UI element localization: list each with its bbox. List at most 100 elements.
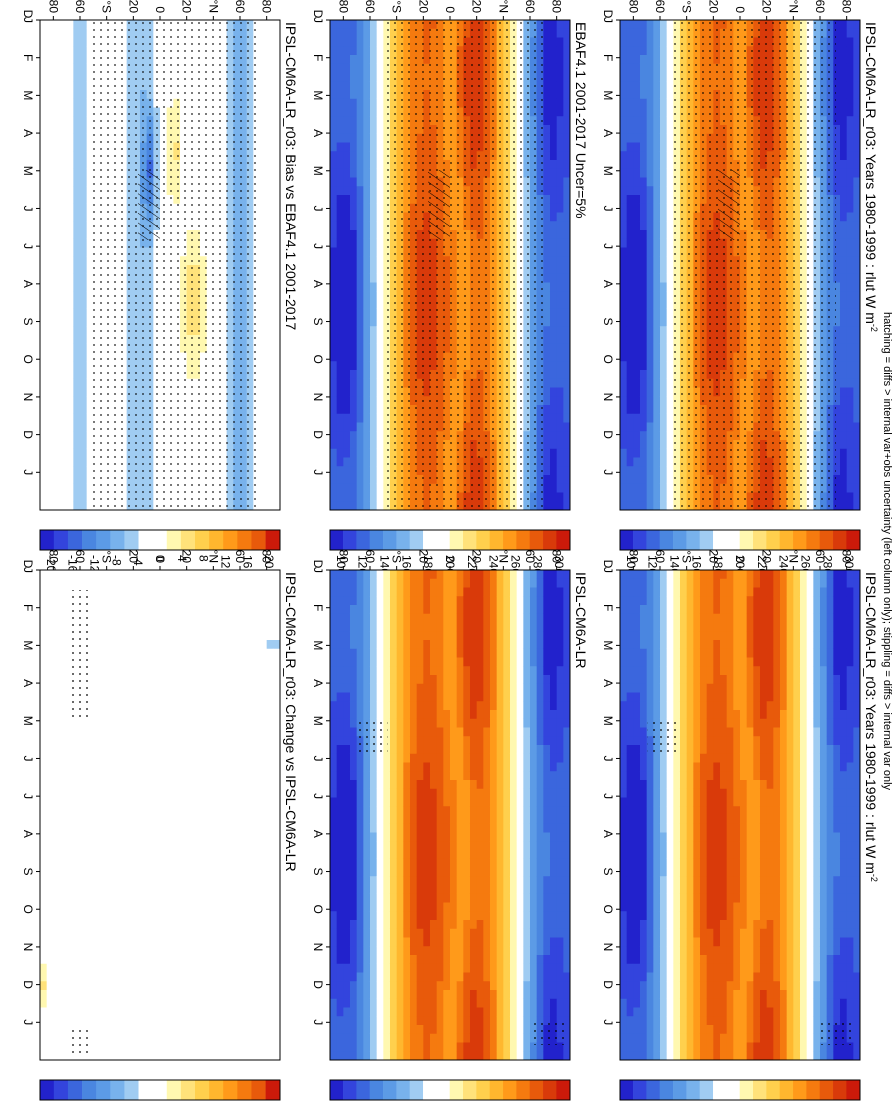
heatmap-cell [619, 116, 627, 126]
heatmap-cell [699, 928, 707, 938]
heatmap-cell [619, 648, 627, 658]
heatmap-cell [772, 885, 780, 895]
heatmap-cell [666, 361, 674, 371]
heatmap-cell [699, 998, 707, 1008]
heatmap-cell [706, 718, 714, 728]
heatmap-cell [806, 736, 814, 746]
heatmap-cell [732, 771, 740, 781]
heatmap-cell [766, 1025, 774, 1035]
heatmap-cell [792, 797, 800, 807]
heatmap-cell [746, 701, 754, 711]
heatmap-cell [752, 885, 760, 895]
heatmap-cell [639, 780, 647, 790]
heatmap-cell [626, 867, 634, 877]
heatmap-cell [666, 212, 674, 222]
heatmap-cell [666, 396, 674, 406]
heatmap-cell [752, 955, 760, 965]
heatmap-cell [652, 893, 660, 903]
heatmap-cell [686, 570, 694, 580]
heatmap-cell [646, 247, 654, 257]
heatmap-cell [719, 587, 727, 597]
heatmap-cell [706, 780, 714, 790]
heatmap-cell [766, 920, 774, 930]
heatmap-cell [732, 780, 740, 790]
heatmap-cell [639, 46, 647, 56]
heatmap-cell [652, 867, 660, 877]
heatmap-cell [666, 317, 674, 327]
heatmap-cell [812, 823, 820, 833]
heatmap-cell [746, 832, 754, 842]
heatmap-cell [679, 701, 687, 711]
heatmap-cell [759, 955, 767, 965]
heatmap-cell [766, 745, 774, 755]
heatmap-cell [646, 692, 654, 702]
heatmap-cell [739, 753, 747, 763]
heatmap-cell [699, 946, 707, 956]
heatmap-cell [659, 55, 667, 65]
heatmap-cell [652, 168, 660, 178]
heatmap-cell [852, 745, 860, 755]
heatmap-cell [619, 265, 627, 275]
heatmap-cell [799, 613, 807, 623]
colorbar-segment [793, 530, 807, 550]
heatmap-cell [549, 186, 557, 196]
heatmap-cell [746, 858, 754, 868]
heatmap-cell [792, 893, 800, 903]
heatmap-cell [626, 920, 634, 930]
heatmap-cell [732, 753, 740, 763]
heatmap-cell [812, 955, 820, 965]
heatmap-cell [619, 46, 627, 56]
heatmap-cell [706, 867, 714, 877]
heatmap-cell [752, 745, 760, 755]
heatmap-cell [692, 771, 700, 781]
heatmap-cell [659, 893, 667, 903]
heatmap-cell [846, 63, 854, 73]
heatmap-cell [376, 177, 384, 187]
heatmap-cell [806, 587, 814, 597]
heatmap-cell [839, 631, 847, 641]
heatmap-cell [619, 492, 627, 502]
heatmap-cell [659, 788, 667, 798]
heatmap-cell [369, 160, 377, 170]
heatmap-cell [652, 317, 660, 327]
heatmap-cell [786, 596, 794, 606]
heatmap-cell [726, 762, 734, 772]
heatmap-cell [619, 911, 627, 921]
heatmap-cell [732, 998, 740, 1008]
heatmap-cell [766, 955, 774, 965]
heatmap-cell [562, 142, 570, 152]
heatmap-cell [652, 151, 660, 161]
heatmap-cell [652, 613, 660, 623]
heatmap-cell [342, 203, 350, 213]
heatmap-cell [852, 710, 860, 720]
heatmap-cell [646, 972, 654, 982]
heatmap-cell [719, 570, 727, 580]
heatmap-cell [726, 578, 734, 588]
heatmap-cell [839, 63, 847, 73]
heatmap-cell [626, 771, 634, 781]
heatmap-cell [719, 745, 727, 755]
heatmap-cell [846, 466, 854, 476]
heatmap-cell [632, 133, 640, 143]
heatmap-cell [759, 981, 767, 991]
heatmap-cell [839, 718, 847, 728]
heatmap-cell [659, 291, 667, 301]
heatmap-cell [626, 326, 634, 336]
heatmap-cell [562, 116, 570, 126]
heatmap-cell [672, 780, 680, 790]
heatmap-cell [686, 762, 694, 772]
heatmap-cell [839, 832, 847, 842]
heatmap-cell [349, 98, 357, 108]
heatmap-cell [799, 710, 807, 720]
heatmap-cell [732, 850, 740, 860]
heatmap-cell [639, 212, 647, 222]
heatmap-cell [806, 788, 814, 798]
heatmap-cell [692, 631, 700, 641]
heatmap-cell [659, 675, 667, 685]
heatmap-cell [852, 753, 860, 763]
heatmap-cell [659, 168, 667, 178]
heatmap-cell [632, 457, 640, 467]
heatmap-cell [832, 605, 840, 615]
heatmap-cell [786, 683, 794, 693]
heatmap-cell [706, 832, 714, 842]
